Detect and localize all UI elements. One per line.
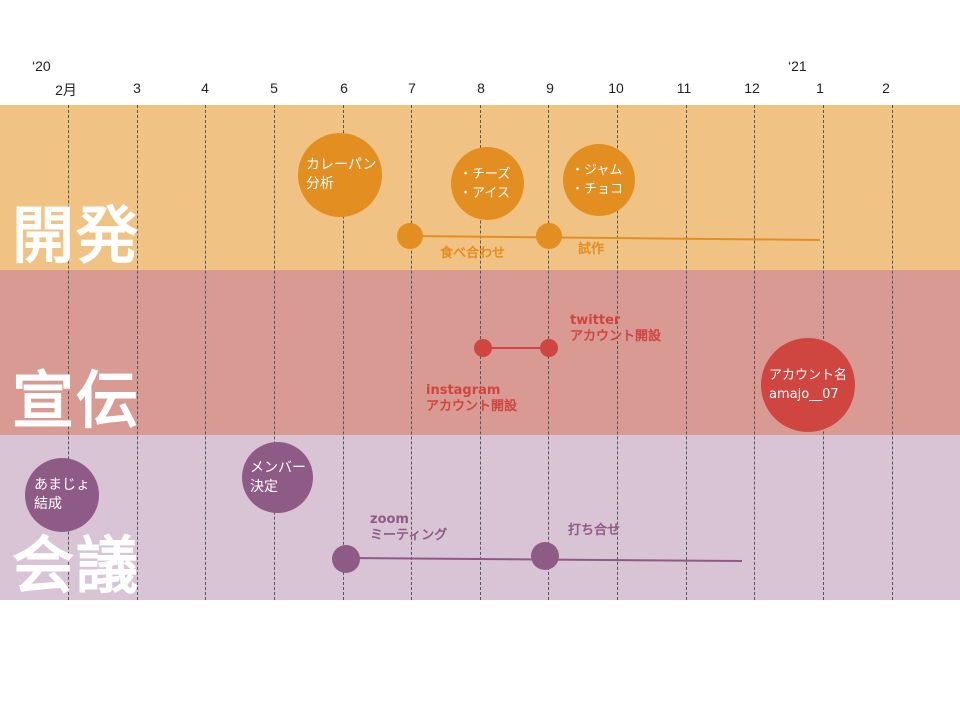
month-label: 9	[546, 80, 554, 96]
pairing-milestone-dot	[397, 223, 423, 249]
month-label: 11	[676, 80, 692, 96]
year-2020-label: ‘20	[32, 58, 51, 74]
month-label: 4	[201, 80, 209, 96]
zoom-meeting-label: zoom ミーティング	[370, 512, 447, 544]
bubble-text: amajo__07	[769, 387, 839, 402]
amajo-formed-bubble: あまじょ 結成	[25, 458, 99, 532]
meeting-lane-title: 会議	[12, 529, 141, 602]
bubble-text: ・ジャム	[571, 163, 623, 178]
bubble-text: ・チーズ	[459, 166, 511, 182]
month-label: 8	[477, 80, 485, 96]
development-lane-title: 開発	[12, 199, 141, 272]
bubble-text: メンバー	[250, 459, 306, 476]
month-gridline	[686, 105, 687, 600]
instagram-label-line2: アカウント開設	[426, 399, 518, 414]
members-decided-bubble: メンバー 決定	[242, 442, 313, 513]
bubble-text: アカウント名	[769, 368, 848, 383]
bubble-text: カレーパン	[306, 157, 377, 173]
curry-bread-analysis-bubble: カレーパン 分析	[298, 133, 382, 217]
month-gridline	[205, 105, 206, 600]
pairing-label: 食べ合わせ	[440, 246, 506, 261]
month-gridline	[617, 105, 618, 600]
bubble-text: 分析	[306, 176, 334, 192]
bubble-text: あまじょ	[34, 477, 90, 493]
month-gridline	[274, 105, 275, 600]
bubble-text: 結成	[34, 496, 62, 512]
year-2021-label: ‘21	[788, 58, 807, 74]
month-label: 12	[744, 80, 760, 96]
month-label: 1	[816, 80, 824, 96]
twitter-account-label: twitter アカウント開設	[570, 313, 661, 345]
meetup-dot	[531, 542, 559, 570]
prototype-milestone-dot	[536, 223, 562, 249]
bubble-text: ・アイス	[459, 185, 510, 201]
bubble-text: ・チョコ	[571, 182, 624, 197]
zoom-start-dot	[332, 545, 360, 573]
month-label: 3	[133, 80, 141, 96]
meetup-label: 打ち合せ	[568, 523, 621, 538]
promotion-lane-title: 宣伝	[12, 364, 141, 437]
month-gridline	[343, 105, 344, 600]
zoom-label-line1: zoom	[370, 512, 409, 527]
month-label: 5	[270, 80, 278, 96]
bubble-text: 決定	[250, 478, 278, 495]
cheese-ice-bubble: ・チーズ ・アイス	[451, 147, 524, 220]
month-gridline	[68, 105, 69, 600]
month-gridline	[137, 105, 138, 600]
month-label: 6	[340, 80, 348, 96]
month-gridline	[892, 105, 893, 600]
prototype-label: 試作	[578, 242, 605, 257]
account-name-bubble: アカウント名 amajo__07	[761, 338, 855, 432]
month-gridline	[411, 105, 412, 600]
month-label: 2	[882, 80, 890, 96]
instagram-label-line1: instagram	[426, 383, 501, 398]
twitter-label-line1: twitter	[570, 313, 621, 328]
month-label: 10	[608, 80, 624, 96]
instagram-start-dot	[474, 339, 492, 357]
zoom-label-line2: ミーティング	[370, 528, 448, 543]
twitter-start-dot	[540, 339, 558, 357]
jam-chocolate-bubble: ・ジャム ・チョコ	[563, 144, 635, 216]
month-gridline	[754, 105, 755, 600]
month-label: 7	[408, 80, 416, 96]
instagram-account-label: instagram アカウント開設	[426, 383, 517, 415]
month-label: 2月	[55, 82, 77, 98]
twitter-label-line2: アカウント開設	[570, 329, 662, 344]
